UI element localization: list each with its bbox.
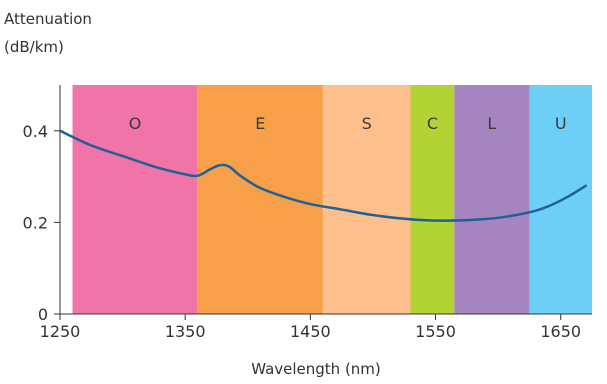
attenuation-curve-0	[58, 129, 587, 222]
x-axis-label: Wavelength (nm)	[251, 360, 381, 378]
band-label-e: E	[255, 114, 265, 133]
y-axis-label-line2: (dB/km)	[4, 38, 64, 56]
series-lines	[58, 129, 587, 222]
x-tick-label: 1350	[165, 322, 206, 341]
band-o	[72, 85, 198, 314]
y-tick-label: 0.2	[23, 213, 48, 232]
x-tick-label: 1550	[415, 322, 456, 341]
band-label-s: S	[362, 114, 372, 133]
wavelength-bands	[72, 85, 592, 314]
y-axis-label-line1: Attenuation	[4, 10, 92, 28]
x-tick-label: 1450	[290, 322, 331, 341]
x-tick-label: 1250	[40, 322, 81, 341]
band-label-c: C	[427, 114, 438, 133]
y-tick-label: 0.4	[23, 122, 48, 141]
y-tick-label: 0	[38, 305, 48, 324]
band-label-l: L	[487, 114, 496, 133]
x-tick-label: 1650	[540, 322, 581, 341]
band-label-o: O	[129, 114, 142, 133]
band-s	[322, 85, 411, 314]
band-e	[197, 85, 323, 314]
tick-labels: 1250 1350 1450 1550 1650 0 0.2 0.4	[23, 122, 582, 341]
axes	[54, 85, 592, 320]
band-c	[410, 85, 455, 314]
band-l	[454, 85, 530, 314]
band-label-u: U	[555, 114, 567, 133]
